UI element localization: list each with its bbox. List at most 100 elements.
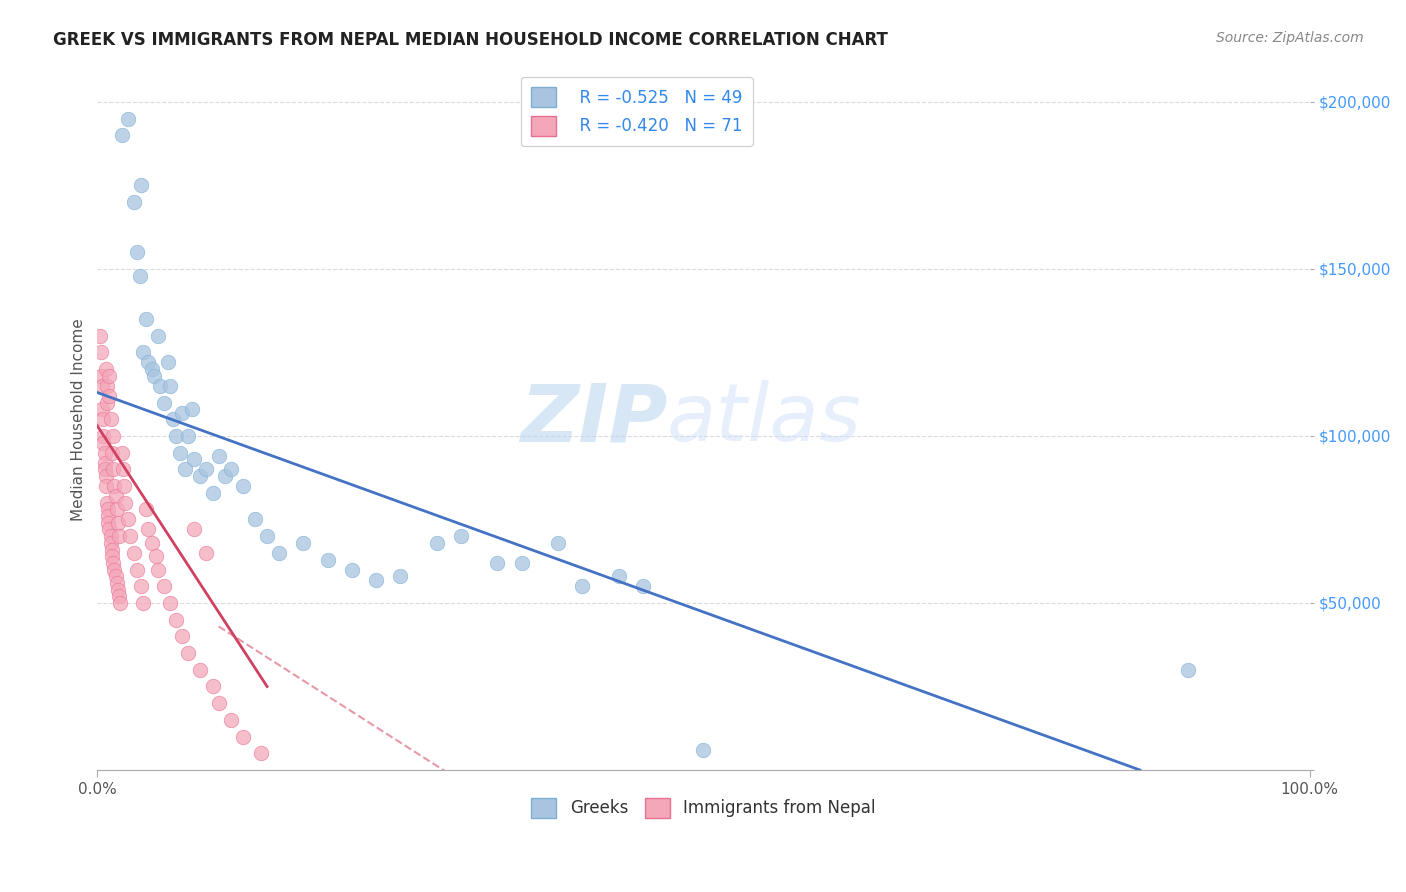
Point bbox=[101, 549, 124, 564]
Point bbox=[201, 680, 224, 694]
Point bbox=[195, 462, 218, 476]
Point bbox=[129, 579, 152, 593]
Point bbox=[100, 412, 122, 426]
Point bbox=[190, 663, 212, 677]
Text: atlas: atlas bbox=[666, 380, 862, 458]
Point bbox=[101, 542, 124, 557]
Point bbox=[107, 582, 129, 597]
Point bbox=[93, 412, 115, 426]
Point bbox=[110, 445, 132, 459]
Point bbox=[98, 389, 121, 403]
Point bbox=[108, 529, 131, 543]
Point bbox=[107, 516, 129, 530]
Point bbox=[232, 479, 254, 493]
Point bbox=[243, 512, 266, 526]
Point bbox=[97, 509, 120, 524]
Point bbox=[117, 512, 139, 526]
Point bbox=[96, 395, 118, 409]
Point bbox=[165, 429, 187, 443]
Point bbox=[135, 312, 157, 326]
Point bbox=[389, 569, 412, 583]
Point bbox=[177, 429, 200, 443]
Point bbox=[120, 529, 142, 543]
Point bbox=[214, 469, 236, 483]
Point bbox=[91, 379, 114, 393]
Point bbox=[132, 596, 155, 610]
Point bbox=[100, 529, 122, 543]
Point bbox=[91, 402, 114, 417]
Point bbox=[132, 345, 155, 359]
Point bbox=[104, 489, 127, 503]
Point bbox=[112, 479, 135, 493]
Text: GREEK VS IMMIGRANTS FROM NEPAL MEDIAN HOUSEHOLD INCOME CORRELATION CHART: GREEK VS IMMIGRANTS FROM NEPAL MEDIAN HO… bbox=[53, 31, 889, 49]
Point bbox=[101, 429, 124, 443]
Point bbox=[195, 546, 218, 560]
Point bbox=[1177, 663, 1199, 677]
Point bbox=[129, 178, 152, 193]
Point bbox=[97, 516, 120, 530]
Point bbox=[207, 696, 229, 710]
Point bbox=[110, 128, 132, 143]
Point bbox=[108, 589, 131, 603]
Point bbox=[169, 445, 191, 459]
Point bbox=[94, 469, 117, 483]
Point bbox=[146, 328, 169, 343]
Point bbox=[128, 268, 150, 283]
Point bbox=[105, 576, 128, 591]
Point bbox=[93, 462, 115, 476]
Point bbox=[97, 502, 120, 516]
Point bbox=[90, 368, 112, 383]
Point bbox=[136, 523, 159, 537]
Point bbox=[146, 563, 169, 577]
Point bbox=[122, 195, 145, 210]
Point bbox=[96, 496, 118, 510]
Point bbox=[127, 245, 149, 260]
Point bbox=[98, 523, 121, 537]
Point bbox=[96, 379, 118, 393]
Point bbox=[159, 596, 181, 610]
Point bbox=[101, 462, 124, 476]
Point bbox=[135, 502, 157, 516]
Point bbox=[165, 613, 187, 627]
Point bbox=[256, 529, 278, 543]
Point bbox=[547, 536, 569, 550]
Point bbox=[143, 368, 166, 383]
Point bbox=[510, 556, 533, 570]
Point bbox=[141, 362, 163, 376]
Point bbox=[101, 556, 124, 570]
Point bbox=[450, 529, 472, 543]
Point bbox=[571, 579, 593, 593]
Point bbox=[103, 563, 125, 577]
Point bbox=[426, 536, 449, 550]
Point bbox=[122, 546, 145, 560]
Point bbox=[103, 479, 125, 493]
Point bbox=[607, 569, 630, 583]
Point bbox=[94, 479, 117, 493]
Point bbox=[100, 536, 122, 550]
Point bbox=[93, 435, 115, 450]
Point bbox=[340, 563, 363, 577]
Y-axis label: Median Household Income: Median Household Income bbox=[72, 318, 86, 521]
Point bbox=[162, 412, 184, 426]
Point bbox=[269, 546, 291, 560]
Point bbox=[219, 462, 242, 476]
Legend: Greeks, Immigrants from Nepal: Greeks, Immigrants from Nepal bbox=[524, 791, 882, 825]
Point bbox=[172, 629, 194, 643]
Point bbox=[110, 596, 132, 610]
Point bbox=[104, 569, 127, 583]
Point bbox=[141, 536, 163, 550]
Point bbox=[292, 536, 315, 550]
Point bbox=[183, 452, 205, 467]
Point bbox=[153, 395, 176, 409]
Point bbox=[127, 563, 149, 577]
Point bbox=[89, 328, 111, 343]
Point bbox=[177, 646, 200, 660]
Point bbox=[173, 462, 195, 476]
Point bbox=[250, 747, 273, 761]
Point bbox=[105, 502, 128, 516]
Point bbox=[201, 485, 224, 500]
Point bbox=[172, 406, 194, 420]
Point bbox=[156, 355, 179, 369]
Point bbox=[631, 579, 654, 593]
Point bbox=[316, 552, 339, 566]
